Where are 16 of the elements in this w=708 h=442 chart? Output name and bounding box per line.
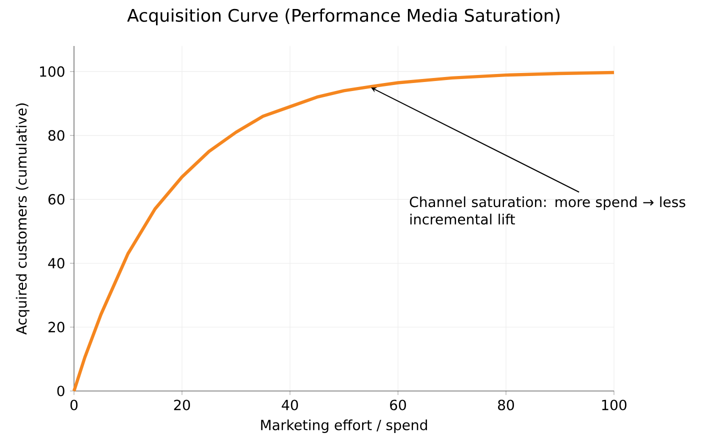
- y-tick-label: 40: [48, 258, 64, 268]
- annotation: Channel saturation: more spend → less incremental lift: [410, 196, 686, 225]
- x-tick-label: 0: [70, 400, 78, 410]
- x-tick-label: 20: [174, 400, 190, 410]
- y-tick-label: 100: [40, 66, 64, 77]
- chart-title: Acquisition Curve (Performance Media Saturation): [127, 8, 560, 26]
- y-tick-label: 80: [48, 130, 64, 141]
- x-tick-label: 100: [602, 400, 626, 410]
- y-tick-label: 60: [48, 194, 64, 205]
- y-tick-label: 20: [48, 322, 64, 332]
- x-tick-label: 40: [282, 400, 298, 410]
- y-axis-title: Acquired customers (cumulative): [16, 103, 30, 335]
- x-axis-title: Marketing effort / spend: [261, 419, 427, 433]
- x-tick-label: 60: [390, 400, 406, 410]
- x-tick-label: 80: [498, 400, 514, 410]
- y-tick-label: 0: [57, 386, 64, 396]
